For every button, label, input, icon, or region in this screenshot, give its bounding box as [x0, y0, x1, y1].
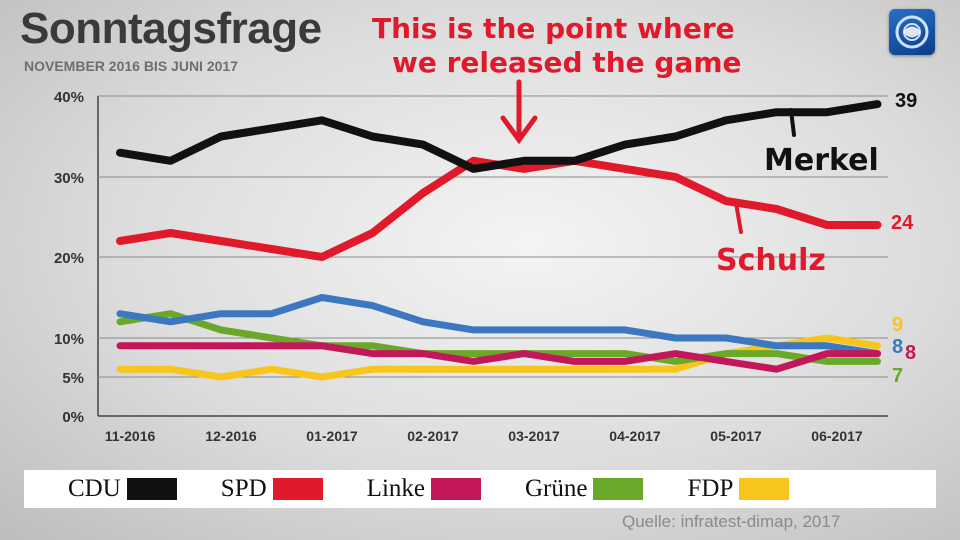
x-tick-label: 01-2017	[306, 428, 358, 444]
x-tick-label: 02-2017	[407, 428, 459, 444]
series-line-cdu	[116, 100, 882, 173]
merkel-pointer	[789, 108, 796, 137]
legend-swatch	[126, 478, 177, 500]
y-tick-label: 0%	[62, 409, 84, 426]
legend-item: FDP	[687, 475, 790, 503]
y-tick-label: 10%	[54, 331, 84, 348]
end-label-fdp: 9	[892, 314, 903, 336]
grid	[97, 95, 888, 417]
series-line-grüne	[116, 310, 881, 365]
x-axis: 11-2016 12-2016 01-2017 02-2017 03-2017 04-20…	[105, 428, 863, 444]
x-tick-label: 12-2016	[205, 428, 257, 444]
y-tick-label: 30%	[54, 170, 84, 187]
series-line-afd	[116, 294, 881, 358]
schulz-pointer	[734, 201, 743, 234]
end-label-spd: 24	[891, 212, 914, 234]
legend-item: CDU	[68, 475, 177, 503]
legend-item: SPD	[221, 475, 323, 503]
legend-swatch	[431, 478, 481, 500]
legend-item: Grüne	[525, 475, 644, 503]
y-tick-label: 20%	[54, 250, 84, 267]
y-tick-label: 5%	[62, 370, 84, 387]
legend-swatch	[739, 478, 790, 500]
series-line-fdp	[116, 334, 881, 381]
merkel-note: Merkel	[764, 143, 879, 178]
legend-label: SPD	[220, 475, 267, 502]
legend-label: Grüne	[525, 475, 588, 502]
chart-title: Sonntagsfrage	[20, 4, 322, 53]
schulz-note: Schulz	[716, 243, 826, 278]
handwritten-annotations: This is the point where we released the …	[372, 12, 879, 278]
chart-subtitle: NOVEMBER 2016 BIS JUNI 2017	[24, 58, 238, 74]
legend-item: Linke	[367, 475, 481, 503]
legend-swatch	[593, 478, 644, 500]
logo-icon	[895, 15, 929, 49]
x-tick-label: 06-2017	[811, 428, 863, 444]
end-label-afd: 8	[892, 336, 903, 358]
chart-legend: CDU SPD Linke Grüne FDP	[24, 470, 936, 508]
x-tick-label: 11-2016	[105, 428, 156, 444]
series-lines	[116, 100, 882, 381]
legend-label: CDU	[68, 475, 121, 502]
release-note-line2: we released the game	[392, 46, 742, 79]
end-label-linke: 8	[905, 342, 916, 364]
y-tick-label: 40%	[54, 89, 84, 106]
x-tick-label: 03-2017	[508, 428, 560, 444]
line-chart: 0% 5% 10% 20% 30% 40% 11-2016 12-2016 01-2017 02…	[54, 12, 917, 444]
legend-label: FDP	[687, 475, 734, 502]
legend-label: Linke	[366, 475, 425, 502]
end-label-cdu: 39	[895, 90, 917, 112]
tv-logo	[889, 9, 935, 55]
release-arrow-icon	[500, 79, 538, 145]
series-line-linke	[116, 342, 881, 373]
y-axis: 0% 5% 10% 20% 30% 40%	[54, 89, 84, 426]
legend-swatch	[272, 478, 323, 500]
x-tick-label: 05-2017	[710, 428, 762, 444]
release-note-line1: This is the point where	[372, 12, 735, 45]
source-note: Quelle: infratest-dimap, 2017	[622, 512, 841, 531]
end-label-grüne: 7	[892, 365, 903, 387]
x-tick-label: 04-2017	[609, 428, 661, 444]
